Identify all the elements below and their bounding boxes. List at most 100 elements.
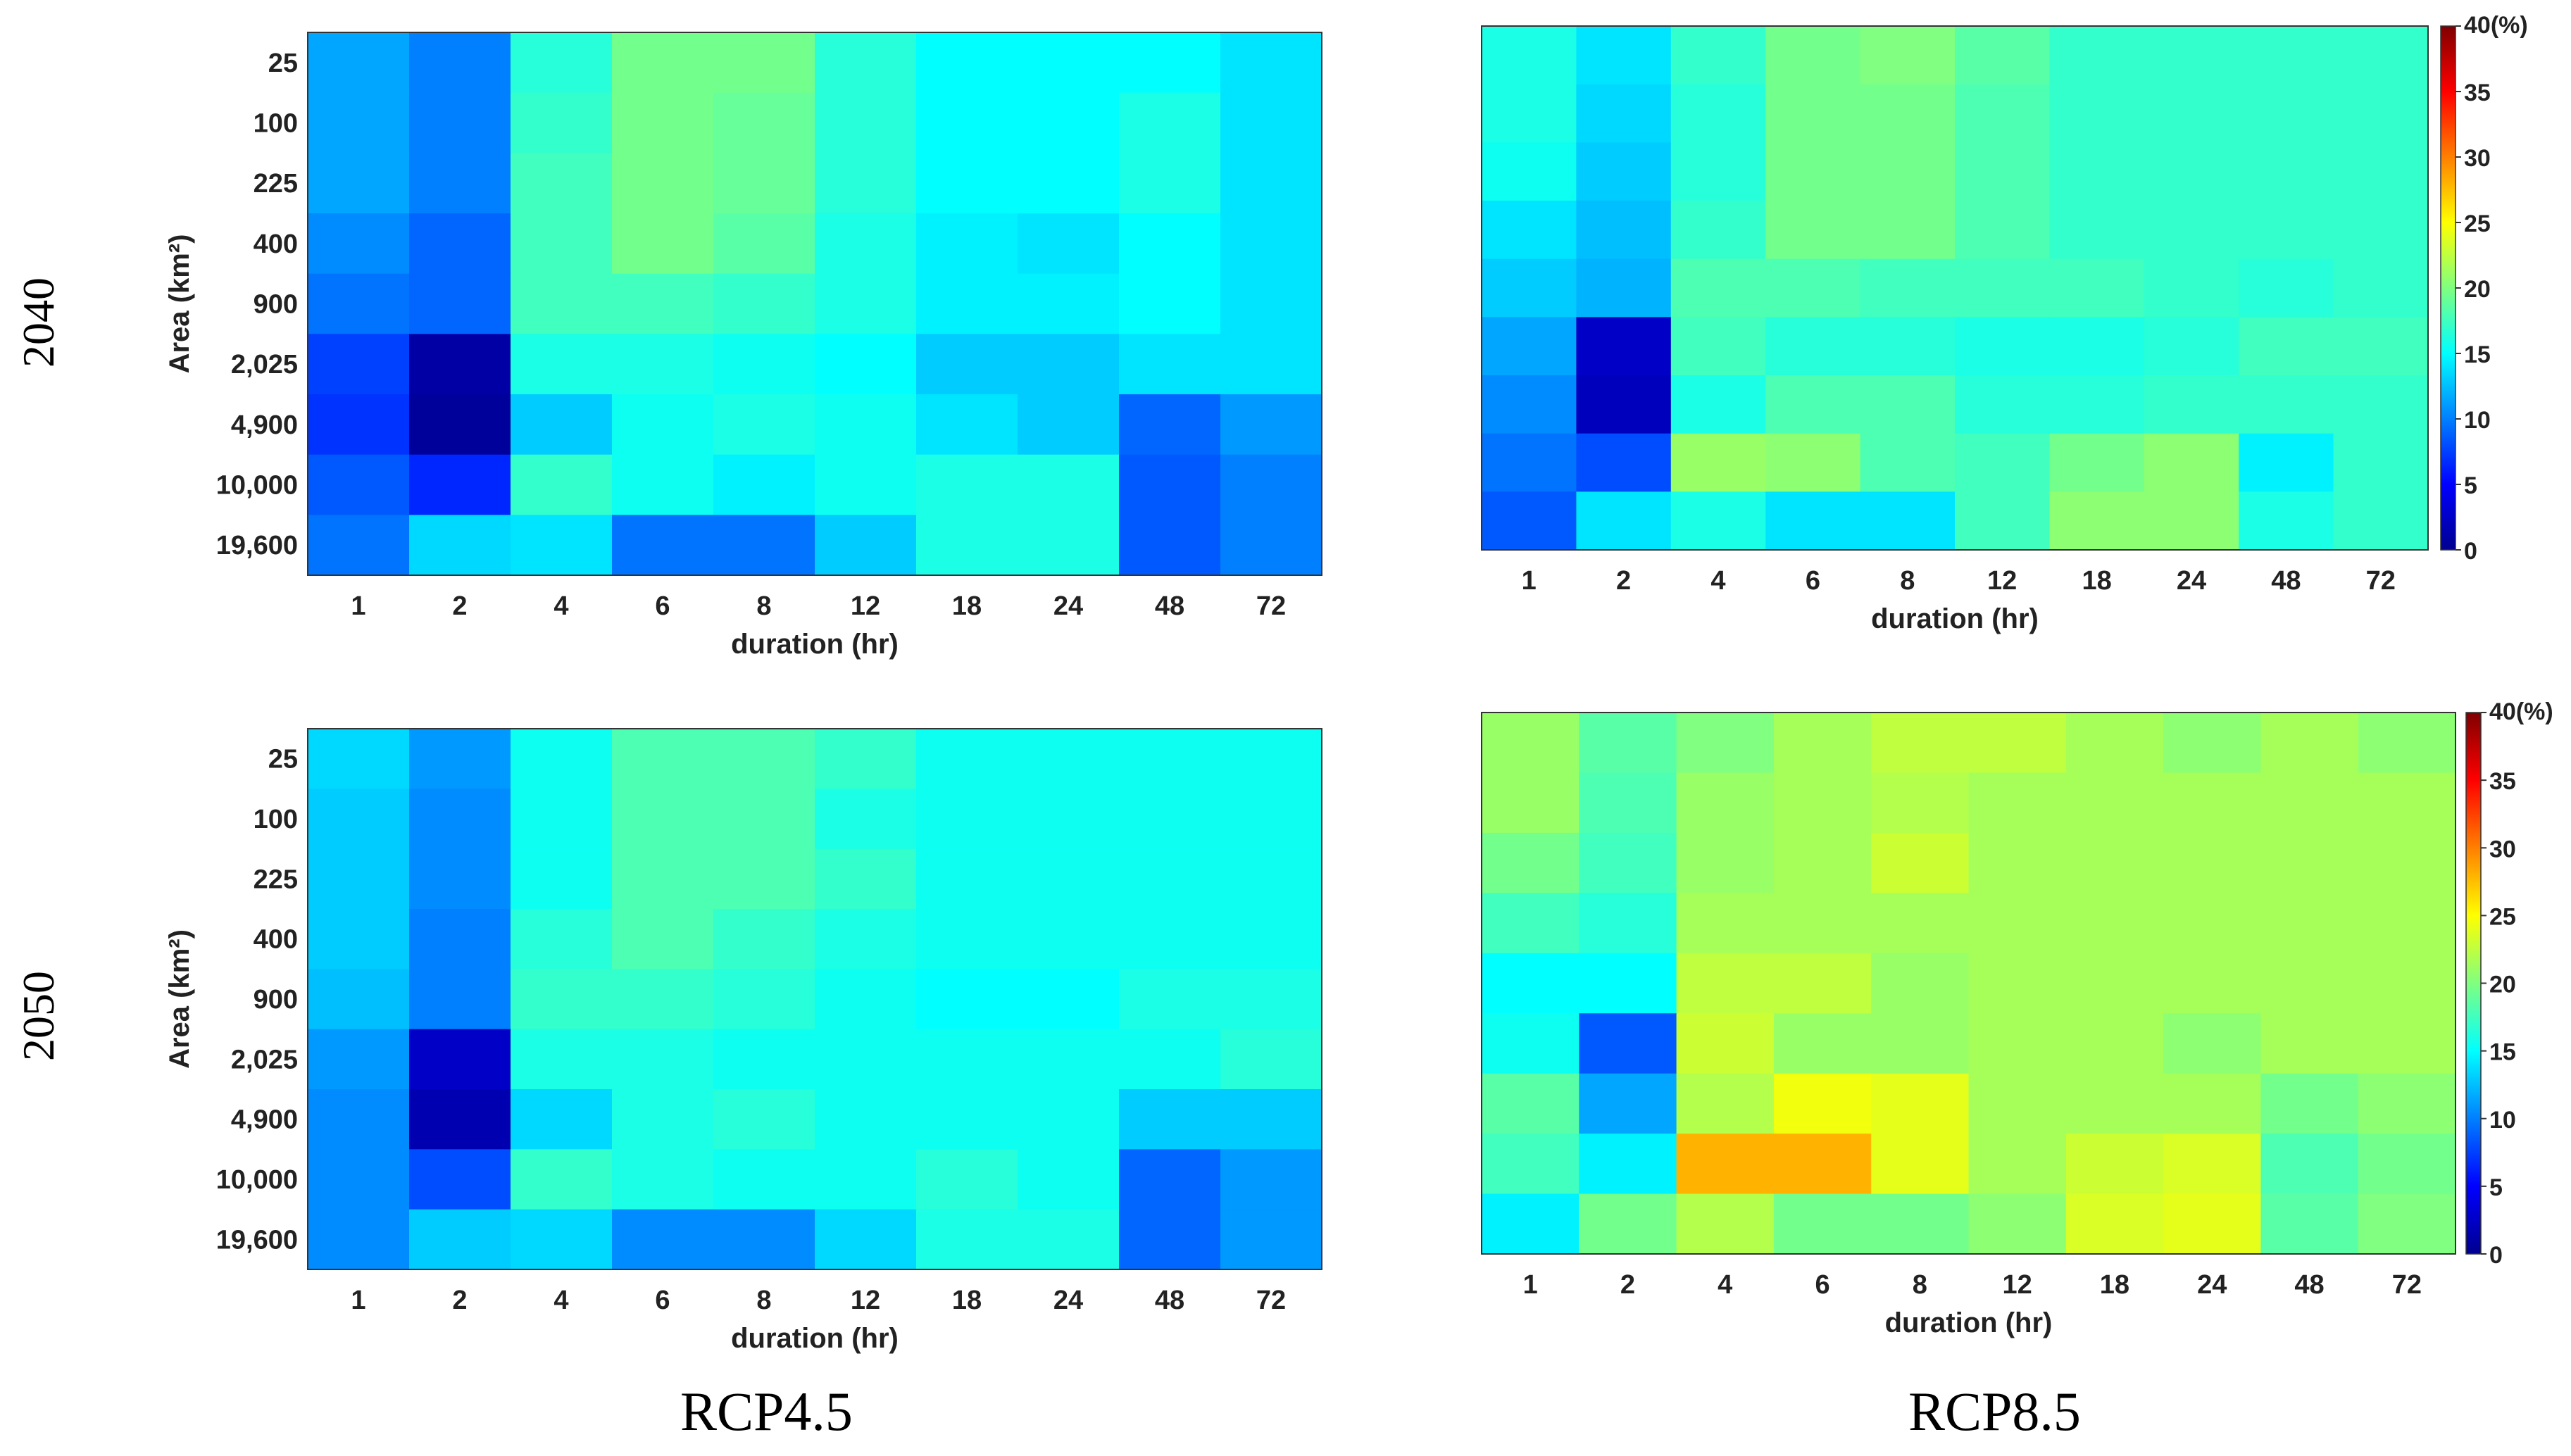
heatmap-cell xyxy=(1955,142,2050,201)
heatmap-cell xyxy=(1576,375,1672,434)
heatmap-cell xyxy=(1765,142,1861,201)
y-tick-label: 10,000 xyxy=(216,1165,298,1195)
heatmap-cell xyxy=(1676,713,1775,774)
heatmap-cell xyxy=(1955,375,2050,434)
heatmap-cell xyxy=(916,92,1018,153)
heatmap-cell xyxy=(612,1089,714,1150)
x-tick-label: 8 xyxy=(756,1286,771,1315)
heatmap-cell xyxy=(2163,953,2261,1014)
heatmap-cell xyxy=(409,515,511,576)
heatmap-cell xyxy=(612,1029,714,1090)
heatmap-cell xyxy=(2239,26,2334,85)
x-tick-label: 8 xyxy=(756,591,771,621)
heatmap-cell xyxy=(713,789,815,850)
heatmap-cell xyxy=(2260,1193,2359,1255)
heatmap-cell xyxy=(1576,26,1672,85)
heatmap-cell xyxy=(1676,1193,1775,1255)
x-tick-label: 24 xyxy=(2177,566,2206,596)
heatmap-cell xyxy=(2358,953,2456,1014)
heatmap-cell xyxy=(612,153,714,214)
heatmap-cell xyxy=(1576,491,1672,551)
heatmap-cell xyxy=(1119,394,1221,456)
heatmap-cell xyxy=(1955,491,2050,551)
heatmap-cell xyxy=(1018,394,1120,456)
heatmap-cell xyxy=(713,213,815,275)
heatmap-cell xyxy=(916,1029,1018,1090)
heatmap-cell xyxy=(1220,454,1322,515)
heatmap-cell xyxy=(511,909,613,969)
heatmap-cell xyxy=(815,1149,917,1210)
heatmap-cell xyxy=(612,213,714,275)
heatmap-cell xyxy=(1119,789,1221,850)
x-tick-label: 18 xyxy=(2082,566,2111,596)
heatmap-cell xyxy=(1119,153,1221,214)
heatmap-cell xyxy=(308,394,410,456)
heatmap-cell xyxy=(1676,893,1775,954)
heatmap-cell xyxy=(1220,969,1322,1030)
x-tick-label: 4 xyxy=(1718,1270,1732,1300)
heatmap-cell xyxy=(916,273,1018,334)
heatmap-cell xyxy=(612,32,714,94)
heatmap-cell xyxy=(2144,433,2239,492)
x-tick-label: 72 xyxy=(2392,1270,2422,1300)
heatmap-cell xyxy=(308,729,410,789)
heatmap-cell xyxy=(1670,26,1766,85)
heatmap-cell xyxy=(1018,153,1120,214)
heatmap-cell xyxy=(713,848,815,910)
y-tick-label: 10,000 xyxy=(216,471,298,501)
heatmap-cell xyxy=(916,515,1018,576)
heatmap-cell xyxy=(1579,1013,1677,1074)
heatmap-cell xyxy=(1773,953,1872,1014)
heatmap-cell xyxy=(2065,772,2164,834)
heatmap-cell xyxy=(511,32,613,94)
heatmap-cell xyxy=(713,515,815,576)
y-tick-label: 2,025 xyxy=(231,1045,298,1074)
heatmap-cell xyxy=(1018,273,1120,334)
heatmap-cell xyxy=(308,1029,410,1090)
heatmap-cell xyxy=(612,92,714,153)
colorbar xyxy=(2440,25,2456,551)
x-tick-label: 6 xyxy=(655,1286,670,1315)
heatmap-cell xyxy=(511,1089,613,1150)
heatmap-cell xyxy=(511,969,613,1030)
heatmap-cell xyxy=(511,394,613,456)
heatmap-cell xyxy=(916,153,1018,214)
heatmap-cell xyxy=(308,1149,410,1210)
heatmap-cell xyxy=(713,92,815,153)
colorbar-tick-label: 30 xyxy=(2464,145,2491,172)
heatmap-cell xyxy=(2358,1073,2456,1134)
colorbar-tick-label: 15 xyxy=(2464,341,2491,368)
heatmap-cell xyxy=(1119,1089,1221,1150)
heatmap-cell xyxy=(815,92,917,153)
colorbar-tick-label: 10 xyxy=(2489,1107,2516,1134)
heatmap-cell xyxy=(815,1029,917,1090)
heatmap-cell xyxy=(2260,1073,2359,1134)
heatmap-cell xyxy=(815,789,917,850)
heatmap-cell xyxy=(511,334,613,395)
heatmap-cell xyxy=(2239,433,2334,492)
colorbar-tick-label: 25 xyxy=(2489,903,2516,930)
x-tick-label: 2 xyxy=(452,591,467,621)
heatmap-cell xyxy=(713,153,815,214)
heatmap-cell xyxy=(1482,433,1577,492)
colorbar-tick-label: 10 xyxy=(2464,407,2491,434)
heatmap-cell xyxy=(2065,832,2164,893)
heatmap-cell xyxy=(1482,772,1579,834)
heatmap-cell xyxy=(1018,454,1120,515)
heatmap-cell xyxy=(2163,1193,2261,1255)
heatmap-cell xyxy=(916,394,1018,456)
heatmap-cell xyxy=(2260,1134,2359,1195)
y-tick-label: 19,600 xyxy=(216,1225,298,1255)
heatmap-cell xyxy=(409,909,511,969)
heatmap-cell xyxy=(2144,26,2239,85)
heatmap-cell xyxy=(1018,92,1120,153)
colorbar xyxy=(2465,712,2482,1255)
heatmap-cell xyxy=(2239,84,2334,143)
y-tick-label: 100 xyxy=(254,805,298,834)
x-tick-label: 72 xyxy=(2366,566,2396,596)
colorbar-tick-label: 35 xyxy=(2464,80,2491,106)
heatmap-cell xyxy=(1871,893,1970,954)
heatmap-cell xyxy=(815,848,917,910)
heatmap-cell xyxy=(2163,772,2261,834)
heatmap-cell xyxy=(1676,1073,1775,1134)
